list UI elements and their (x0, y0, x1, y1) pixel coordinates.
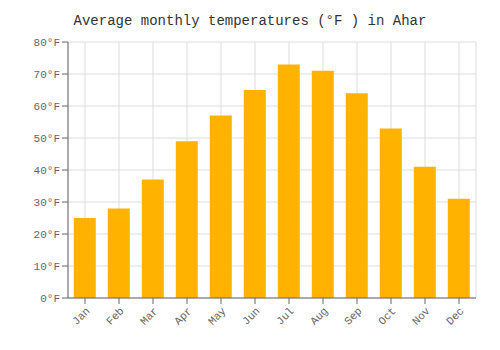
svg-text:Jan: Jan (70, 305, 92, 327)
svg-text:20°F: 20°F (34, 229, 60, 241)
svg-text:Apr: Apr (172, 305, 194, 327)
svg-text:Jun: Jun (240, 305, 262, 327)
svg-text:60°F: 60°F (34, 101, 60, 113)
svg-text:40°F: 40°F (34, 165, 60, 177)
svg-text:May: May (206, 305, 229, 328)
svg-text:Sep: Sep (342, 305, 364, 327)
svg-text:Mar: Mar (138, 305, 160, 327)
svg-text:80°F: 80°F (34, 37, 60, 49)
svg-text:Jul: Jul (274, 305, 296, 327)
svg-text:Oct: Oct (376, 305, 398, 327)
svg-text:0°F: 0°F (40, 293, 60, 305)
svg-text:Dec: Dec (444, 305, 466, 327)
svg-text:Nov: Nov (410, 305, 433, 328)
svg-text:50°F: 50°F (34, 133, 60, 145)
svg-text:70°F: 70°F (34, 69, 60, 81)
svg-text:30°F: 30°F (34, 197, 60, 209)
svg-text:10°F: 10°F (34, 261, 60, 273)
html-text:Average monthly temperatures (: Average monthly temperatures (°F ) in Ah… (73, 13, 427, 29)
svg-text:Aug: Aug (308, 305, 330, 327)
svg-text:Feb: Feb (104, 305, 126, 327)
